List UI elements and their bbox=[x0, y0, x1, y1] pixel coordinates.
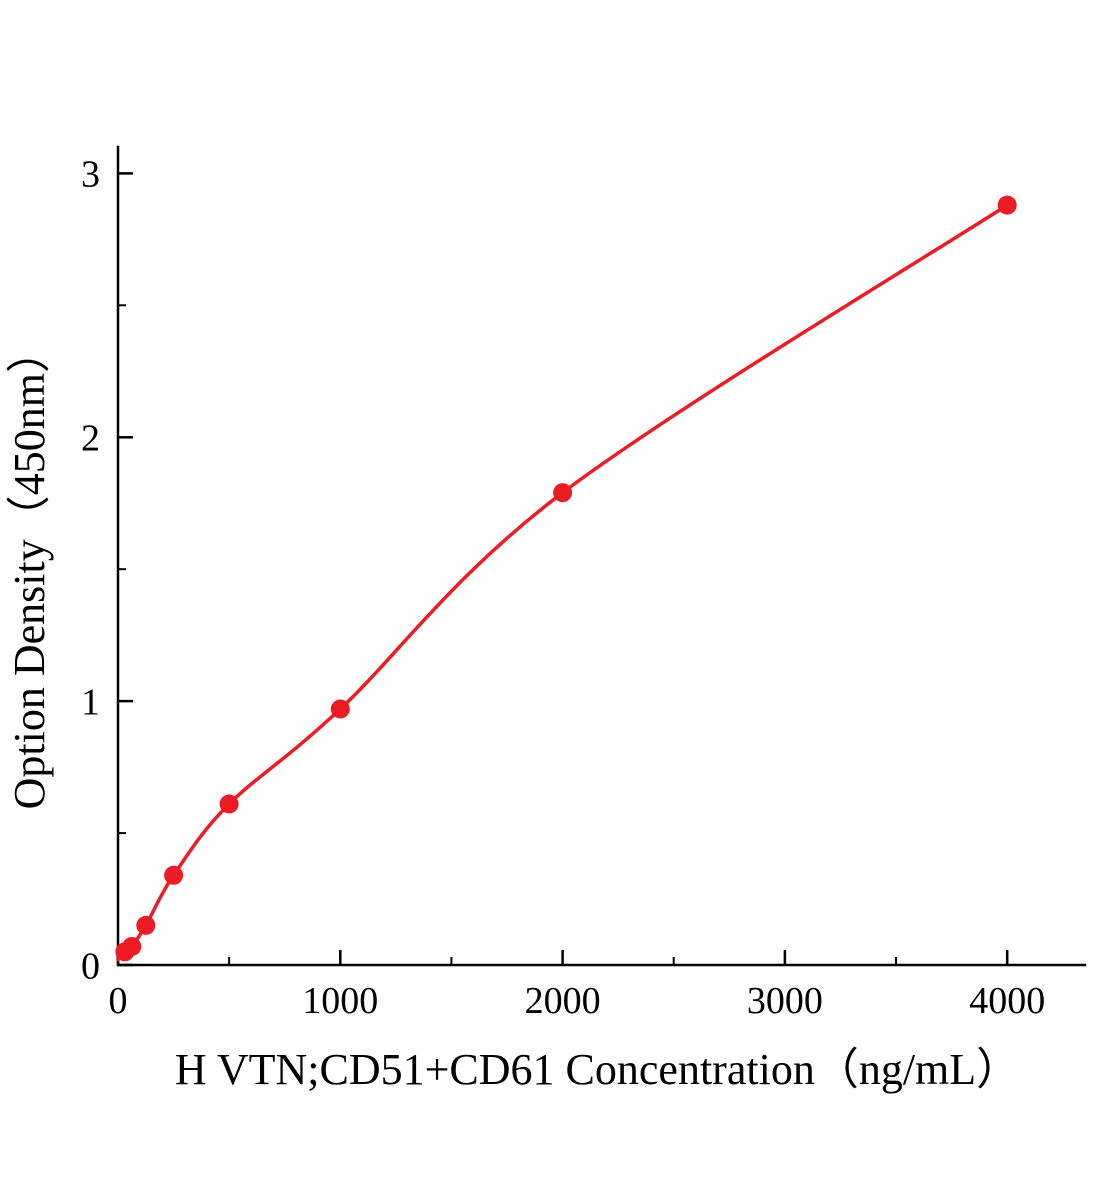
x-axis-title: H VTN;CD51+CD61 Concentration（ng/mL） bbox=[175, 1045, 1020, 1094]
y-axis-title: Option Density（450nm） bbox=[5, 329, 54, 809]
data-point bbox=[164, 865, 184, 885]
axes bbox=[116, 145, 1087, 967]
data-point bbox=[136, 915, 156, 935]
y-tick-label: 3 bbox=[81, 154, 100, 196]
x-tick-label: 2000 bbox=[525, 980, 601, 1022]
data-point bbox=[219, 794, 239, 814]
fitted-curve bbox=[116, 203, 1009, 962]
x-tick-label: 1000 bbox=[302, 980, 378, 1022]
y-tick-label: 0 bbox=[81, 945, 100, 987]
data-point bbox=[122, 937, 142, 956]
y-tick-label: 2 bbox=[81, 418, 100, 460]
tick-marks bbox=[116, 172, 1009, 967]
data-point bbox=[553, 483, 573, 503]
data-points bbox=[115, 195, 1017, 962]
axis-spines bbox=[116, 145, 1087, 967]
curve-line bbox=[116, 203, 1009, 962]
tick-labels: 0 1000 2000 3000 4000 0 1 2 3 bbox=[81, 154, 1045, 1022]
data-point bbox=[330, 699, 350, 719]
x-tick-label: 0 bbox=[109, 980, 128, 1022]
x-tick-label: 4000 bbox=[969, 980, 1045, 1022]
data-point bbox=[997, 195, 1017, 215]
x-tick-label: 3000 bbox=[747, 980, 823, 1022]
y-tick-label: 1 bbox=[81, 681, 100, 723]
